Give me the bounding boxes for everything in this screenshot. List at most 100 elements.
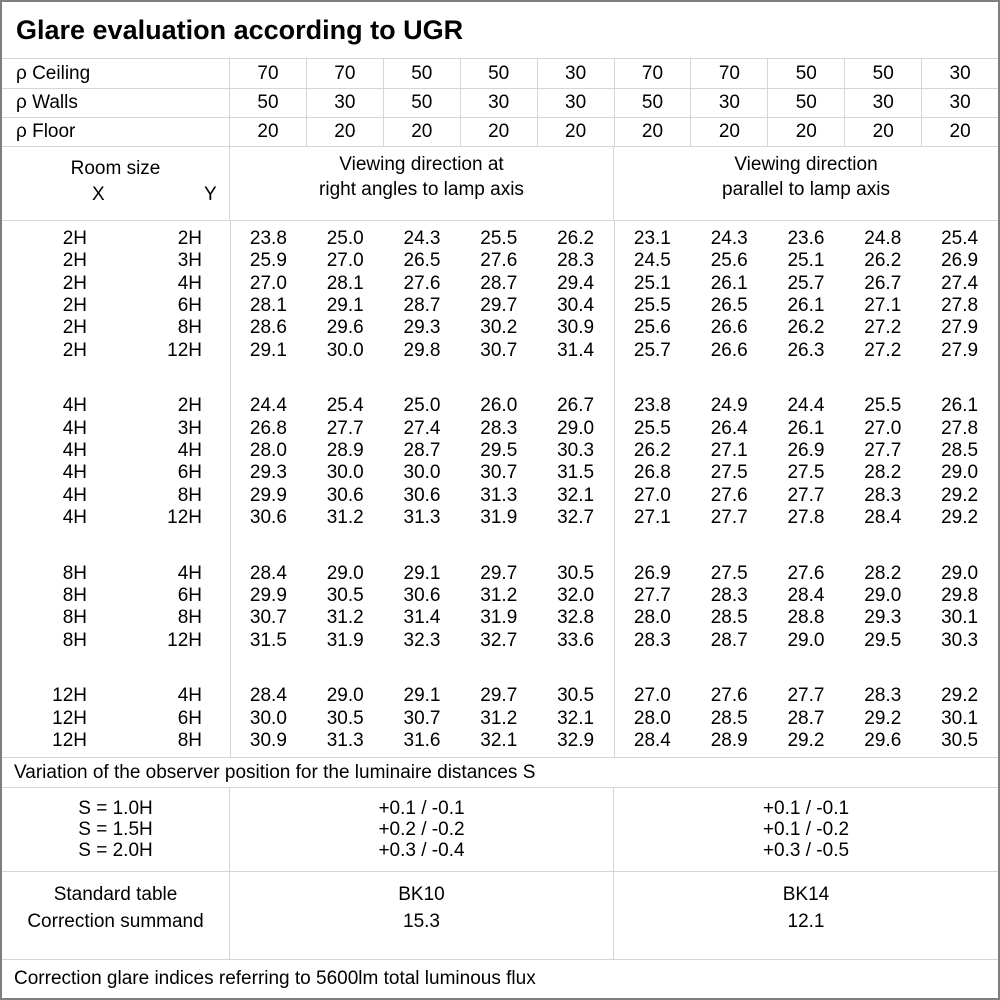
rho-walls-value: 30 <box>307 89 384 117</box>
ugr-row: 2H 8H 28.6 29.6 29.3 30.2 30.9 25.6 26.6 26.2 27.2… <box>2 317 998 339</box>
ugr-value-right-angle: 28.3 <box>480 417 518 439</box>
ugr-value-right-angle: 27.6 <box>480 250 518 272</box>
ugr-value-parallel: 30.3 <box>941 629 979 651</box>
ugr-value-right-angle: 28.6 <box>249 317 287 339</box>
correction-parallel: BK14 12.1 <box>614 872 998 959</box>
ugr-value-right-angle: 30.5 <box>326 585 364 606</box>
s-parallel-value: +0.1 / -0.2 <box>762 819 850 840</box>
room-x: 2H <box>62 228 87 250</box>
ugr-value-right-angle: 25.0 <box>403 395 441 417</box>
ugr-value-parallel: 29.0 <box>787 629 825 651</box>
ugr-value-right-angle: 30.2 <box>480 317 518 339</box>
ugr-value-parallel: 29.3 <box>864 607 902 629</box>
ugr-value-right-angle: 31.2 <box>480 585 518 606</box>
ugr-value-parallel: 28.5 <box>941 440 979 462</box>
ugr-value-parallel: 25.7 <box>633 339 671 361</box>
room-size-header: Room size X Y <box>2 147 230 220</box>
room-y: 6H <box>177 295 202 317</box>
ugr-value-right-angle: 24.3 <box>403 228 441 250</box>
ugr-row: 4H 2H 24.4 25.4 25.0 26.0 26.7 23.8 24.9 24.4 25.5… <box>2 395 998 417</box>
ugr-value-parallel: 29.2 <box>787 729 825 751</box>
ugr-value-parallel: 26.1 <box>787 417 825 439</box>
s-label: S = 1.5H <box>78 819 153 840</box>
ugr-value-parallel: 28.7 <box>787 707 825 729</box>
ugr-value-right-angle: 29.6 <box>326 317 364 339</box>
ugr-value-right-angle: 28.3 <box>557 250 595 272</box>
room-y: 8H <box>177 484 202 506</box>
ugr-value-parallel: 26.5 <box>710 295 748 317</box>
rho-walls-value: 50 <box>768 89 846 117</box>
rho-ceiling-value: 50 <box>461 59 538 88</box>
ugr-value-parallel: 28.3 <box>864 685 902 707</box>
ugr-value-right-angle: 31.3 <box>403 506 441 528</box>
ugr-value-parallel: 23.6 <box>787 228 825 250</box>
ugr-value-right-angle: 29.7 <box>480 562 518 584</box>
block-gap <box>2 529 998 563</box>
ugr-value-right-angle: 26.0 <box>480 395 518 417</box>
rho-walls-row: ρ Walls 50 30 50 30 30 50 30 50 30 30 <box>2 89 998 118</box>
ugr-value-parallel: 27.2 <box>864 317 902 339</box>
ugr-value-right-angle: 30.6 <box>403 585 441 606</box>
room-x: 2H <box>62 250 87 272</box>
rho-floor-value: 20 <box>768 118 846 146</box>
ugr-value-parallel: 26.1 <box>787 295 825 317</box>
ugr-value-right-angle: 26.2 <box>557 228 595 250</box>
ugr-value-parallel: 29.0 <box>864 585 902 606</box>
room-x: 8H <box>62 562 87 584</box>
ugr-value-right-angle: 29.1 <box>403 562 441 584</box>
standard-table-right-angle-value: BK10 <box>398 884 445 905</box>
ugr-value-parallel: 24.9 <box>710 395 748 417</box>
ugr-value-parallel: 27.0 <box>864 417 902 439</box>
ugr-value-right-angle: 28.4 <box>249 562 287 584</box>
ugr-row: 4H 4H 28.0 28.9 28.7 29.5 30.3 26.2 27.1 26.9 27.7… <box>2 440 998 462</box>
ugr-value-parallel: 29.5 <box>864 629 902 651</box>
rho-walls-value: 50 <box>230 89 307 117</box>
ugr-value-parallel: 27.6 <box>787 562 825 584</box>
ugr-value-parallel: 27.8 <box>787 506 825 528</box>
right-angle-header-line2: right angles to lamp axis <box>319 179 524 200</box>
room-y: 3H <box>177 417 202 439</box>
room-y: 6H <box>177 462 202 484</box>
ugr-value-parallel: 28.9 <box>710 729 748 751</box>
ugr-value-parallel: 25.6 <box>633 317 671 339</box>
ugr-value-parallel: 27.1 <box>633 506 671 528</box>
room-y: 12H <box>167 506 202 528</box>
right-angle-header-line1: Viewing direction at <box>339 154 504 175</box>
ugr-value-right-angle: 31.3 <box>326 729 364 751</box>
ugr-value-parallel: 29.2 <box>941 506 979 528</box>
ugr-row: 4H 6H 29.3 30.0 30.0 30.7 31.5 26.8 27.5 27.5 28.2… <box>2 462 998 484</box>
ugr-value-right-angle: 30.9 <box>557 317 595 339</box>
parallel-header-line2: parallel to lamp axis <box>722 179 890 200</box>
room-y: 3H <box>177 250 202 272</box>
ugr-value-right-angle: 30.4 <box>557 295 595 317</box>
ugr-value-right-angle: 25.4 <box>326 395 364 417</box>
ugr-value-right-angle: 27.6 <box>403 272 441 294</box>
ugr-value-parallel: 30.1 <box>941 607 979 629</box>
ugr-value-parallel: 26.9 <box>633 562 671 584</box>
ugr-row: 8H 4H 28.4 29.0 29.1 29.7 30.5 26.9 27.5 27.6 28.2… <box>2 563 998 585</box>
ugr-value-right-angle: 31.9 <box>480 607 518 629</box>
room-y: 2H <box>177 228 202 250</box>
s-label: S = 1.0H <box>78 798 153 819</box>
room-x: 12H <box>52 729 87 751</box>
rho-floor-value: 20 <box>538 118 615 146</box>
ugr-value-right-angle: 30.7 <box>249 607 287 629</box>
ugr-value-right-angle: 29.3 <box>403 317 441 339</box>
ugr-value-right-angle: 29.1 <box>326 295 364 317</box>
ugr-value-right-angle: 23.8 <box>249 228 287 250</box>
ugr-value-parallel: 28.4 <box>864 506 902 528</box>
ugr-value-parallel: 27.8 <box>941 417 979 439</box>
room-y: 4H <box>177 440 202 462</box>
y-column-label: Y <box>204 184 217 205</box>
ugr-value-right-angle: 32.1 <box>557 484 595 506</box>
ugr-value-right-angle: 29.1 <box>249 339 287 361</box>
ugr-value-right-angle: 29.1 <box>403 685 441 707</box>
rho-walls-label: ρ Walls <box>2 89 230 117</box>
room-x: 4H <box>62 462 87 484</box>
ugr-value-right-angle: 29.0 <box>557 417 595 439</box>
ugr-value-parallel: 26.2 <box>633 440 671 462</box>
ugr-value-right-angle: 30.0 <box>403 462 441 484</box>
ugr-value-parallel: 28.2 <box>864 462 902 484</box>
ugr-value-parallel: 26.4 <box>710 417 748 439</box>
